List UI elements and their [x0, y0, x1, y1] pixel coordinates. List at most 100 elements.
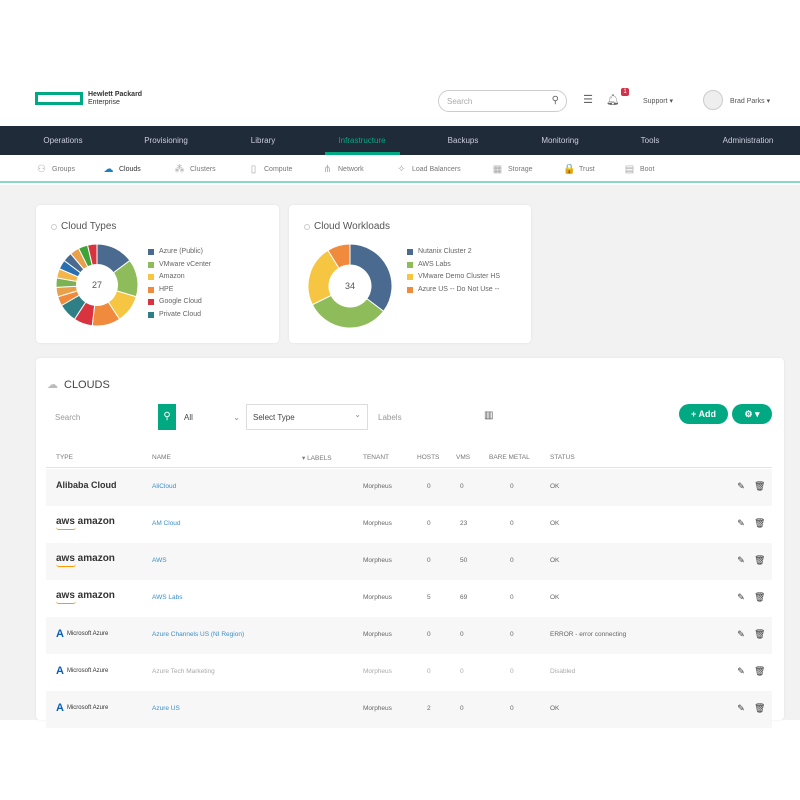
refresh-icon[interactable]: [51, 223, 57, 230]
subnav-clusters[interactable]: ⁂ Clusters: [174, 164, 216, 175]
trash-icon[interactable]: 🗑︎: [754, 518, 764, 528]
trash-icon[interactable]: 🗑︎: [754, 703, 764, 713]
edit-icon[interactable]: ✎: [737, 555, 745, 565]
bell-icon[interactable]: 🔔︎: [606, 94, 618, 106]
cloud-type: Alibaba Cloud: [56, 480, 117, 490]
nav-tools[interactable]: Tools: [640, 136, 660, 145]
edit-icon[interactable]: ✎: [737, 518, 745, 528]
legend-item[interactable]: Amazon: [148, 271, 211, 284]
cloud-name-link[interactable]: AWS Labs: [152, 594, 183, 601]
subnav-load-balancers[interactable]: ✧ Load Balancers: [396, 164, 460, 175]
legend-item[interactable]: HPE: [148, 284, 211, 297]
settings-dropdown-button[interactable]: ⚙ ▾: [732, 404, 772, 424]
trash-icon[interactable]: 🗑︎: [754, 592, 764, 602]
cloud-type: A Microsoft Azure: [56, 665, 108, 677]
list-icon[interactable]: ☰: [583, 94, 593, 106]
search-button[interactable]: ⚲: [158, 404, 176, 430]
type-text: Microsoft Azure: [66, 705, 109, 711]
legend-label: VMware Demo Cluster HS: [418, 273, 501, 280]
legend-item[interactable]: VMware vCenter: [148, 259, 211, 272]
labels-input[interactable]: Labels: [378, 413, 402, 422]
col-tenant[interactable]: Tenant: [363, 454, 389, 461]
cloud-name-link[interactable]: Azure Channels US (NI Region): [152, 631, 245, 638]
donut-slice[interactable]: [327, 243, 351, 269]
refresh-icon[interactable]: [304, 223, 310, 230]
legend-item[interactable]: Azure US -- Do Not Use --: [407, 284, 500, 297]
main-nav: Operations Provisioning Library Infrastr…: [0, 126, 800, 155]
user-menu[interactable]: Brad Parks ▾: [730, 98, 771, 105]
avatar[interactable]: [703, 90, 723, 110]
col-hosts[interactable]: Hosts: [417, 454, 440, 461]
table-row[interactable]: aws amazon AWS Labs Morpheus 5 69 0 OK ✎…: [46, 580, 772, 617]
filter-select[interactable]: All ⌄: [184, 413, 240, 422]
subnav-groups[interactable]: ⚇ Groups: [36, 164, 75, 175]
hpe-logo[interactable]: [35, 92, 83, 105]
edit-icon[interactable]: ✎: [737, 481, 745, 491]
legend-label: Amazon: [159, 273, 185, 280]
edit-icon[interactable]: ✎: [737, 629, 745, 639]
col-bare-metal[interactable]: Bare Metal: [489, 454, 530, 461]
clouds-search-input[interactable]: Search: [55, 413, 81, 422]
col-type[interactable]: Type: [56, 454, 73, 461]
legend-swatch: [148, 249, 154, 256]
table-row[interactable]: A Microsoft Azure Azure US Morpheus 2 0 0…: [46, 691, 772, 728]
type-select-value: Select Type: [253, 413, 295, 422]
card-title: Cloud Types: [51, 221, 116, 232]
donut-slice[interactable]: [86, 243, 98, 266]
col-vms[interactable]: VMs: [456, 454, 471, 461]
nav-operations[interactable]: Operations: [43, 136, 83, 145]
subnav-trust[interactable]: 🔒 Trust: [563, 164, 595, 175]
table-row[interactable]: A Microsoft Azure Azure Channels US (NI R…: [46, 617, 772, 654]
cloud-name-link[interactable]: Azure Tech Marketing: [152, 668, 215, 675]
legend-item[interactable]: VMware Demo Cluster HS: [407, 271, 500, 284]
cloud-name-link[interactable]: AM Cloud: [152, 520, 181, 527]
trash-icon[interactable]: 🗑︎: [754, 666, 764, 676]
nav-administration[interactable]: Administration: [722, 136, 774, 145]
legend-item[interactable]: Nutanix Cluster 2: [407, 246, 500, 259]
trash-icon[interactable]: 🗑︎: [754, 555, 764, 565]
type-text: Microsoft Azure: [66, 631, 109, 637]
list-view-icon[interactable]: ▥: [484, 410, 494, 421]
trash-icon[interactable]: 🗑︎: [754, 481, 764, 491]
subnav-compute[interactable]: ▯ Compute: [248, 164, 293, 175]
global-search-input[interactable]: Search ⚲: [438, 90, 567, 112]
cloud-types-total: 27: [91, 280, 103, 290]
add-cloud-button[interactable]: + Add: [679, 404, 728, 424]
nav-provisioning[interactable]: Provisioning: [144, 136, 188, 145]
table-row[interactable]: aws amazon AWS Morpheus 0 50 0 OK ✎ 🗑︎: [46, 543, 772, 580]
nav-infrastructure[interactable]: Infrastructure: [338, 136, 386, 145]
edit-icon[interactable]: ✎: [737, 592, 745, 602]
vms: 23: [460, 520, 468, 527]
legend-label: AWS Labs: [418, 260, 451, 268]
subnav-clouds[interactable]: ☁ Clouds: [103, 164, 141, 175]
cloud-type: aws amazon: [56, 591, 115, 604]
support-menu[interactable]: Support ▾: [643, 98, 673, 105]
legend-item[interactable]: Azure (Public): [148, 246, 211, 259]
table-row[interactable]: aws amazon AM Cloud Morpheus 0 23 0 OK ✎…: [46, 506, 772, 543]
subnav-boot[interactable]: ▤ Boot: [624, 164, 655, 175]
legend-item[interactable]: Google Cloud: [148, 296, 211, 309]
col-name[interactable]: Name: [152, 454, 171, 461]
edit-icon[interactable]: ✎: [737, 703, 745, 713]
col-status[interactable]: Status: [550, 454, 575, 461]
nav-library[interactable]: Library: [250, 136, 276, 145]
search-icon[interactable]: ⚲: [551, 95, 559, 106]
edit-icon[interactable]: ✎: [737, 666, 745, 676]
cloud-name-link[interactable]: AliCloud: [152, 483, 177, 490]
subnav-network[interactable]: ⋔ Network: [322, 164, 363, 175]
subnav-storage[interactable]: ▦ Storage: [492, 164, 533, 175]
nav-backups[interactable]: Backups: [447, 136, 479, 145]
aws-smile: [56, 527, 76, 530]
cloud-name-link[interactable]: AWS: [152, 557, 167, 564]
type-select[interactable]: Select Type ⌄: [246, 404, 368, 430]
nav-monitoring[interactable]: Monitoring: [541, 136, 579, 145]
type-text: aws amazon: [56, 590, 115, 601]
col-labels[interactable]: ▾ Labels: [302, 455, 332, 462]
cloud-name-link[interactable]: Azure US: [152, 705, 180, 712]
table-row[interactable]: A Microsoft Azure Azure Tech Marketing Mo…: [46, 654, 772, 691]
legend-item[interactable]: Private Cloud: [148, 309, 211, 322]
table-row[interactable]: Alibaba Cloud AliCloud Morpheus 0 0 0 OK…: [46, 469, 772, 506]
donut-slice[interactable]: [349, 243, 393, 313]
legend-item[interactable]: AWS Labs: [407, 259, 500, 272]
trash-icon[interactable]: 🗑︎: [754, 629, 764, 639]
